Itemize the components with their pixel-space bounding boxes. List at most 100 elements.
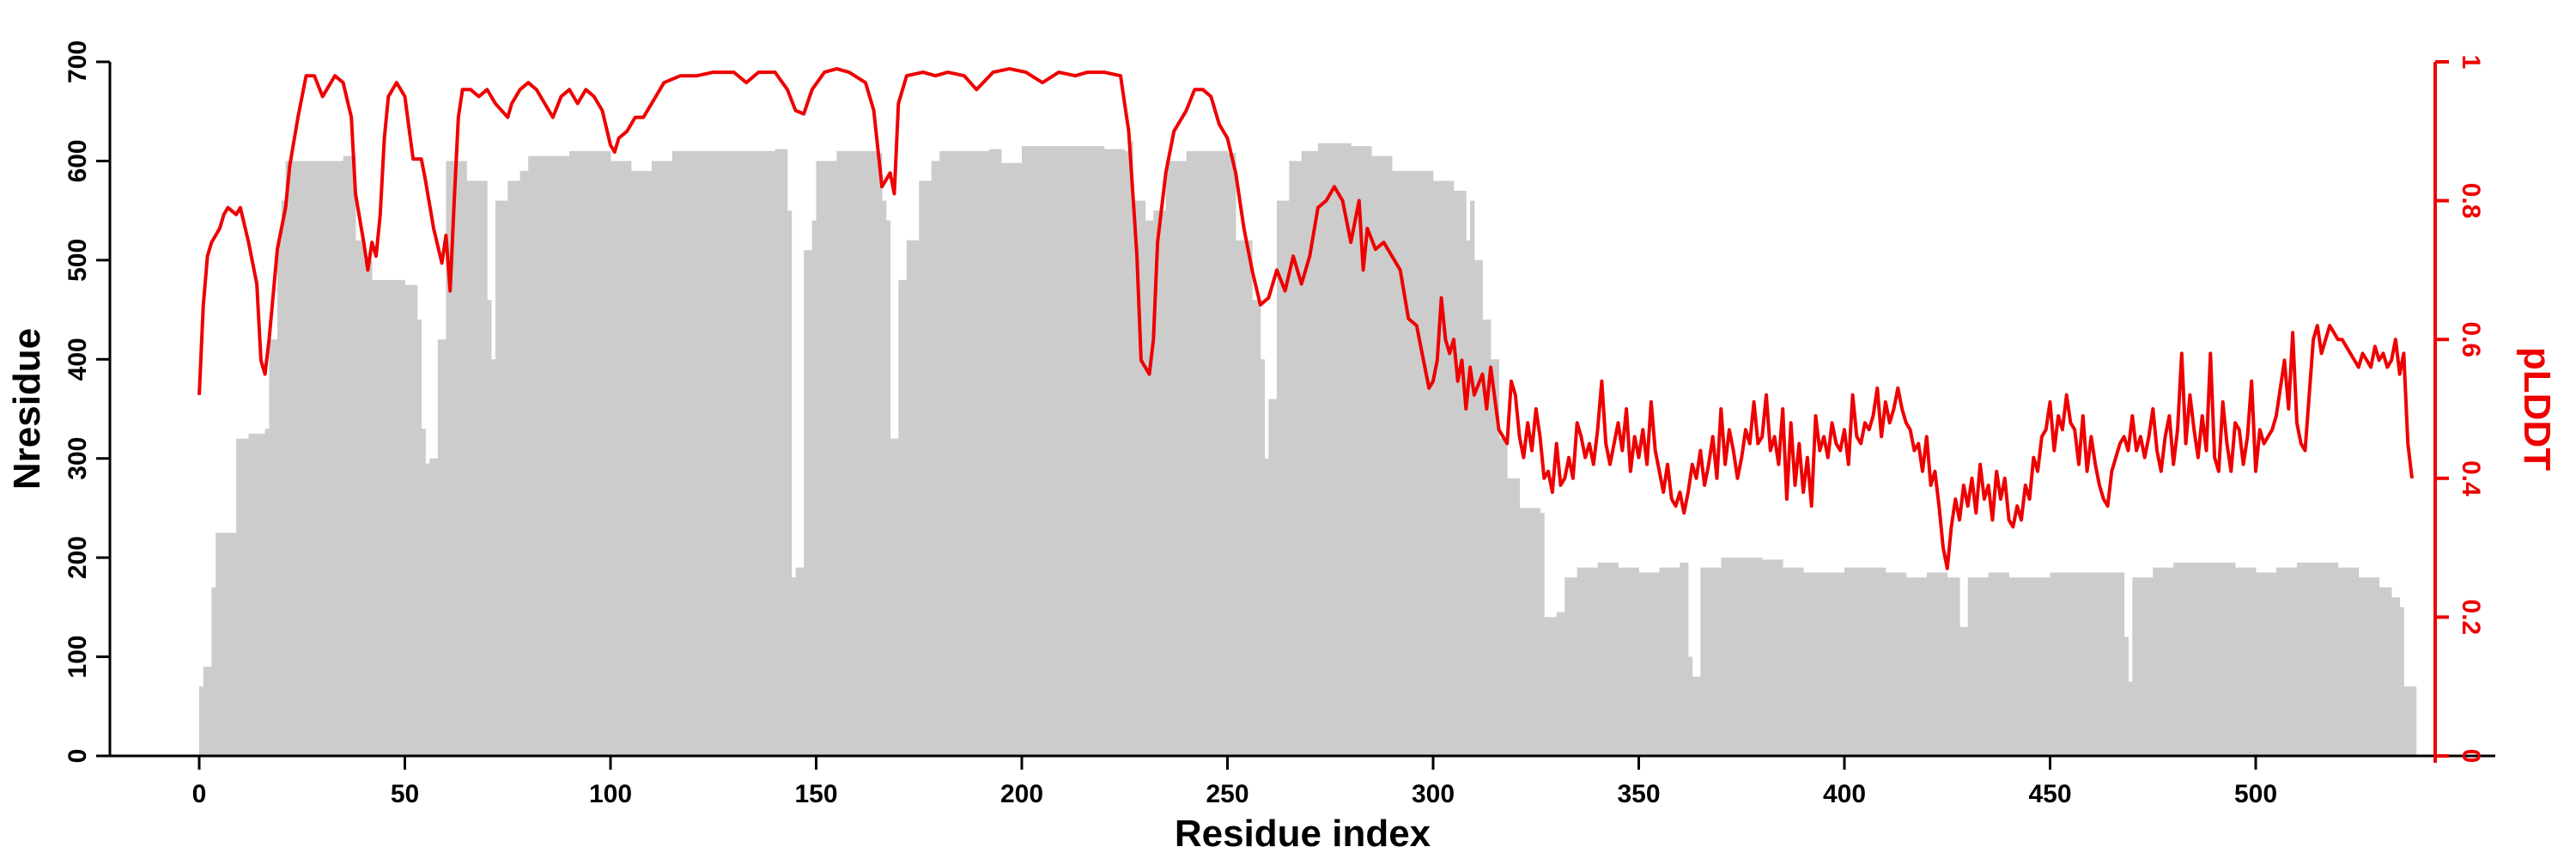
coverage-bar xyxy=(1367,146,1372,757)
coverage-bar xyxy=(1137,200,1142,757)
coverage-bar xyxy=(1066,146,1072,757)
coverage-bar xyxy=(1996,572,2002,756)
coverage-bar xyxy=(519,170,525,757)
coverage-bar xyxy=(1243,240,1249,756)
bars-layer xyxy=(199,141,2417,757)
coverage-bar xyxy=(536,155,541,756)
coverage-bar xyxy=(409,284,414,757)
coverage-bar xyxy=(2366,577,2372,756)
coverage-bar xyxy=(416,320,422,756)
coverage-bar xyxy=(1025,146,1030,757)
coverage-bar xyxy=(2210,562,2215,756)
coverage-bar xyxy=(1762,559,1767,756)
coverage-bar xyxy=(1416,170,1422,757)
x-tick-label: 100 xyxy=(589,780,632,808)
coverage-bar xyxy=(552,155,558,756)
coverage-bar xyxy=(1988,572,1993,756)
coverage-bar xyxy=(474,180,480,756)
coverage-bar xyxy=(404,284,410,757)
coverage-bar xyxy=(754,150,759,756)
coverage-bar xyxy=(277,240,283,756)
coverage-bar xyxy=(400,279,405,756)
coverage-bar xyxy=(248,433,253,756)
coverage-bar xyxy=(1351,146,1356,757)
coverage-bar xyxy=(885,220,891,756)
coverage-bar xyxy=(257,433,262,756)
coverage-bar xyxy=(2313,562,2318,756)
coverage-bar xyxy=(1198,150,1204,756)
coverage-bar xyxy=(951,150,957,756)
coverage-bar xyxy=(577,150,582,756)
y-tick-label-right: 0.8 xyxy=(2457,183,2485,219)
coverage-bar xyxy=(1741,557,1747,756)
coverage-bar xyxy=(219,533,225,756)
coverage-bar xyxy=(2045,577,2050,756)
coverage-bar xyxy=(1992,572,1997,756)
coverage-bar xyxy=(1877,567,1882,756)
coverage-bar xyxy=(1190,150,1195,756)
coverage-bar xyxy=(1153,210,1158,756)
coverage-bar xyxy=(1856,567,1862,756)
coverage-bar xyxy=(2099,572,2105,756)
coverage-bar xyxy=(1314,150,1319,756)
coverage-bar xyxy=(211,587,216,756)
coverage-bar xyxy=(1630,567,1636,756)
coverage-bar xyxy=(1354,146,1360,757)
coverage-bar xyxy=(1811,572,1816,756)
coverage-bar xyxy=(1182,161,1187,756)
coverage-bar xyxy=(1889,572,1894,756)
x-tick-label: 300 xyxy=(1412,780,1455,808)
coverage-bar xyxy=(2173,562,2178,756)
coverage-bar xyxy=(1963,626,1969,756)
coverage-bar xyxy=(1914,577,1919,756)
coverage-bar xyxy=(1824,572,1829,756)
coverage-bar xyxy=(742,150,747,756)
coverage-bar xyxy=(1647,572,1652,756)
y-tick-label-left: 200 xyxy=(64,536,92,579)
coverage-bar xyxy=(2190,562,2195,756)
coverage-bar xyxy=(1728,557,1735,756)
coverage-bar xyxy=(848,150,854,756)
coverage-bar xyxy=(1236,240,1241,756)
coverage-bar xyxy=(2202,562,2207,756)
coverage-bar xyxy=(1758,557,1763,756)
coverage-bar xyxy=(1145,220,1150,756)
coverage-bar xyxy=(462,161,467,756)
coverage-bar xyxy=(1786,567,1792,756)
coverage-bar xyxy=(2256,572,2261,756)
coverage-bar xyxy=(1589,567,1595,756)
x-tick-label: 450 xyxy=(2028,780,2071,808)
coverage-bar xyxy=(1215,150,1220,756)
coverage-bar xyxy=(1671,567,1677,756)
coverage-bar xyxy=(2020,577,2026,756)
coverage-bar xyxy=(931,161,936,756)
coverage-bar xyxy=(1746,557,1751,756)
coverage-bar xyxy=(799,567,805,756)
coverage-bar xyxy=(668,161,673,756)
coverage-bar xyxy=(1461,191,1467,756)
coverage-bar xyxy=(1790,567,1795,756)
coverage-bar xyxy=(1581,567,1586,756)
coverage-bar xyxy=(561,155,566,756)
coverage-bar xyxy=(2013,577,2018,756)
coverage-bar xyxy=(1293,161,1298,756)
coverage-bar xyxy=(1161,210,1167,756)
coverage-bar xyxy=(898,279,903,756)
coverage-bar xyxy=(623,161,628,756)
coverage-bar xyxy=(1774,559,1779,756)
coverage-bar xyxy=(910,240,915,756)
coverage-bar xyxy=(783,149,788,756)
coverage-bar xyxy=(1363,146,1368,757)
coverage-bar xyxy=(1437,180,1442,756)
coverage-bar xyxy=(1765,559,1771,756)
coverage-bar xyxy=(914,240,920,756)
coverage-bar xyxy=(2379,587,2384,756)
coverage-bar xyxy=(1560,612,1565,756)
coverage-bar xyxy=(1716,567,1722,756)
coverage-bar xyxy=(2321,562,2326,756)
coverage-bar xyxy=(890,438,895,756)
coverage-bar xyxy=(1248,240,1253,756)
coverage-bar xyxy=(602,150,607,756)
coverage-bar xyxy=(1206,150,1212,756)
coverage-bar xyxy=(301,161,307,756)
